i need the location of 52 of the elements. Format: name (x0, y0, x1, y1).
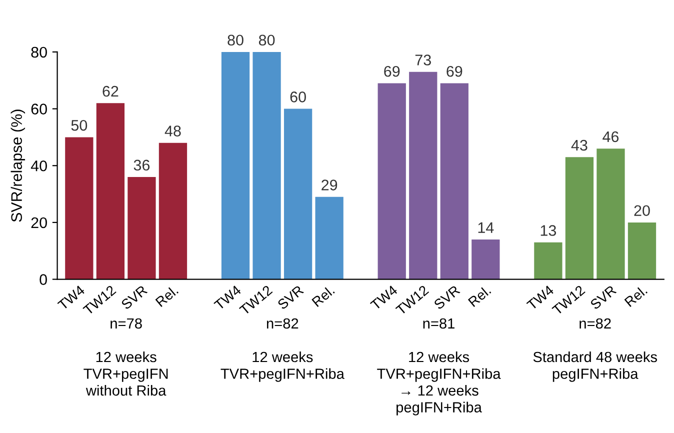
bar (378, 83, 406, 280)
data-label: 48 (164, 126, 181, 136)
x-tick-label: Rel. (468, 284, 492, 308)
text: n=78 12 weeks TVR+pegIFN without Riba (84, 318, 168, 396)
x-tick-label: Rel. (154, 284, 179, 308)
x-tick-label: SVR (433, 284, 460, 310)
data-label: 50 (71, 120, 88, 131)
bar (65, 137, 94, 280)
bar (440, 83, 468, 280)
data-label: 20 (634, 205, 650, 216)
data-label: 29 (322, 180, 338, 190)
y-tick-label: 40 (30, 160, 47, 172)
y-tick-label: 0 (40, 274, 47, 285)
y-axis-title: SVR/relapse (%) (10, 110, 26, 222)
text: n=82 Standard 48 weeks pegIFN+Riba (533, 318, 657, 382)
bar (96, 103, 125, 280)
y-tick-label: 20 (31, 217, 47, 228)
data-label: 13 (540, 225, 556, 236)
x-tick-label: TW4 (57, 284, 86, 310)
data-label: 43 (571, 140, 588, 151)
x-tick-label: Rel. (311, 284, 335, 308)
bar (565, 157, 594, 280)
bar (596, 148, 625, 280)
bar (315, 196, 344, 280)
bar (284, 108, 312, 280)
data-label: 80 (258, 34, 275, 46)
data-label: 14 (478, 222, 494, 233)
data-label: 69 (384, 66, 400, 77)
bar (472, 240, 500, 280)
data-label: 80 (228, 34, 244, 46)
bar (128, 176, 156, 280)
x-tick-label: SVR (590, 284, 617, 310)
data-label: 73 (415, 54, 431, 66)
x-tick-label: SVR (276, 284, 304, 310)
x-tick-label: SVR (120, 284, 148, 310)
bar (158, 142, 188, 280)
x-tick-label: TW4 (526, 284, 554, 310)
bar (409, 72, 438, 280)
text: n=81 12 weeks TVR+pegIFN+Riba → 12 weeks pegIFN+Riba (377, 318, 501, 416)
x-tick-label: Rel. (624, 284, 648, 308)
text: n=82 12 weeks TVR+pegIFN+Riba (220, 318, 344, 382)
bar (534, 242, 562, 280)
bar (252, 52, 281, 280)
data-label: 36 (134, 160, 150, 171)
data-label: 60 (290, 92, 306, 102)
bar (221, 52, 250, 280)
y-tick-label: 60 (31, 104, 47, 114)
bar (628, 222, 656, 280)
data-label: 62 (102, 86, 118, 97)
y-tick-label: 80 (31, 46, 47, 58)
data-label: 46 (602, 131, 619, 142)
data-label: 69 (446, 66, 462, 77)
